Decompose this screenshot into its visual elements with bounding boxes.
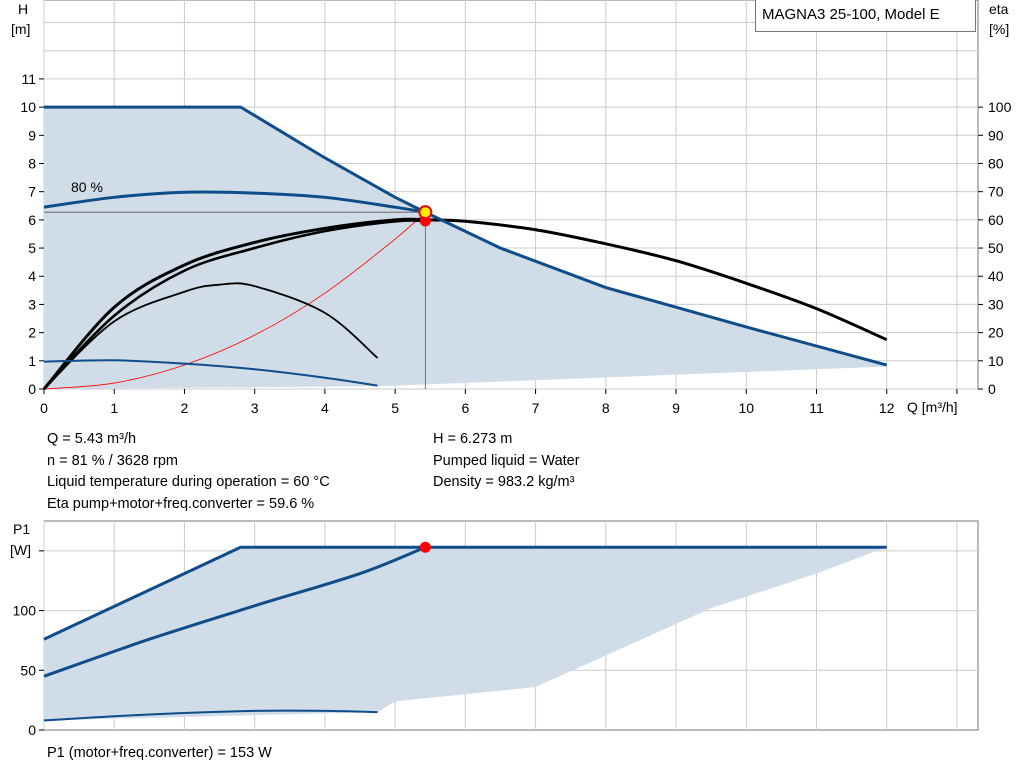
x-tick-label: 2 xyxy=(181,400,189,416)
y2-tick-label: 10 xyxy=(988,353,1004,369)
y-tick-label: 7 xyxy=(28,184,36,200)
y2-axis-label-eta: eta xyxy=(989,1,1009,17)
duty-point-head xyxy=(418,205,433,220)
y2-tick-label: 20 xyxy=(988,325,1004,341)
x-tick-label: 4 xyxy=(321,400,329,416)
y-tick-label: 5 xyxy=(28,240,36,256)
x-tick-label: 12 xyxy=(879,400,895,416)
y-tick-label: 4 xyxy=(28,268,36,284)
x-tick-label: 5 xyxy=(391,400,399,416)
system-curve xyxy=(43,211,426,390)
y-tick-label: 6 xyxy=(28,212,36,228)
y-tick-label: 11 xyxy=(21,71,36,87)
x-tick-label: 3 xyxy=(251,400,259,416)
qh-ticks: 0 1 2 3 4 5 6 7 8 9 10 11 12012345678910110102030405… xyxy=(20,71,1011,416)
p1-axis-unit: [W] xyxy=(10,542,31,558)
y2-axis-unit-pct: [%] xyxy=(989,21,1009,37)
y2-tick-label: 30 xyxy=(988,296,1004,312)
curve-label-80pct: 80 % xyxy=(71,179,103,195)
y-axis-label-h: H xyxy=(18,1,28,17)
info-power: P1 (motor+freq.converter) = 153 W xyxy=(47,745,272,761)
y-tick-label: 10 xyxy=(20,99,36,115)
y2-tick-label: 100 xyxy=(988,99,1012,115)
p1-curves xyxy=(43,541,887,722)
pump-curve xyxy=(43,359,378,387)
y2-tick-label: 0 xyxy=(988,381,996,397)
info-liquid-temperature: Liquid temperature during operation = 60… xyxy=(47,474,330,490)
info-flow: Q = 5.43 m³/h xyxy=(47,431,137,447)
x-axis-label-q: Q [m³/h] xyxy=(907,399,958,415)
p1-ticks: 0 50 100 xyxy=(13,550,44,738)
y2-tick-label: 70 xyxy=(988,184,1004,200)
x-tick-label: 11 xyxy=(809,400,824,416)
p1-axis-label: P1 xyxy=(13,521,30,537)
x-tick-label: 7 xyxy=(532,400,540,416)
info-speed: n = 81 % / 3628 rpm xyxy=(47,452,178,469)
x-tick-label: 8 xyxy=(602,400,610,416)
info-head: H = 6.273 m xyxy=(433,431,513,447)
qh-plot: 0 1 2 3 4 5 6 7 8 9 10 11 12012345678910110102030405… xyxy=(11,0,1012,416)
y-tick-label: 9 xyxy=(28,127,36,143)
power-curve xyxy=(43,709,378,722)
qh-curves xyxy=(42,105,888,390)
info-right: H = 6.273 m Pumped liquid = Water Densit… xyxy=(433,429,580,494)
info-density: Density = 983.2 kg/m³ xyxy=(433,474,575,490)
y-tick-label: 0 xyxy=(28,381,36,397)
y2-tick-label: 80 xyxy=(988,155,1004,171)
info-left: Q = 5.43 m³/h n = 81 % / 3628 rpm Liquid… xyxy=(47,429,330,515)
x-tick-label: 1 xyxy=(110,400,118,416)
y2-tick-label: 40 xyxy=(988,268,1004,284)
duty-point-power xyxy=(419,541,431,553)
power-curve xyxy=(43,545,887,641)
x-tick-label: 10 xyxy=(738,400,754,416)
y2-tick-label: 60 xyxy=(988,212,1004,228)
p1-operating-envelope xyxy=(44,547,887,721)
y-tick-label: 3 xyxy=(28,296,36,312)
p1-plot: 0 50 100 P1 [W] xyxy=(10,520,979,738)
y-axis-unit-m: [m] xyxy=(11,21,30,37)
qh-operating-envelope xyxy=(44,107,887,390)
efficiency-curve xyxy=(43,282,379,390)
info-pumped-liquid: Pumped liquid = Water xyxy=(433,452,580,469)
chart-title: MAGNA3 25-100, Model E xyxy=(755,0,976,32)
efficiency-curve xyxy=(43,219,426,390)
pump-curve xyxy=(43,190,426,214)
x-tick-label: 6 xyxy=(461,400,469,416)
y-tick-label: 2 xyxy=(28,325,36,341)
x-tick-label: 9 xyxy=(672,400,680,416)
y2-tick-label: 90 xyxy=(988,127,1004,143)
y-tick-label: 8 xyxy=(28,155,36,171)
info-efficiency: Eta pump+motor+freq.converter = 59.6 % xyxy=(47,495,315,512)
y2-tick-label: 50 xyxy=(988,240,1004,256)
p1-tick-label: 50 xyxy=(20,662,36,678)
power-curve xyxy=(43,545,426,678)
p1-tick-label: 100 xyxy=(13,603,37,619)
x-tick-label: 0 xyxy=(40,400,48,416)
p1-tick-label: 0 xyxy=(28,722,36,738)
y-tick-label: 1 xyxy=(28,353,36,369)
